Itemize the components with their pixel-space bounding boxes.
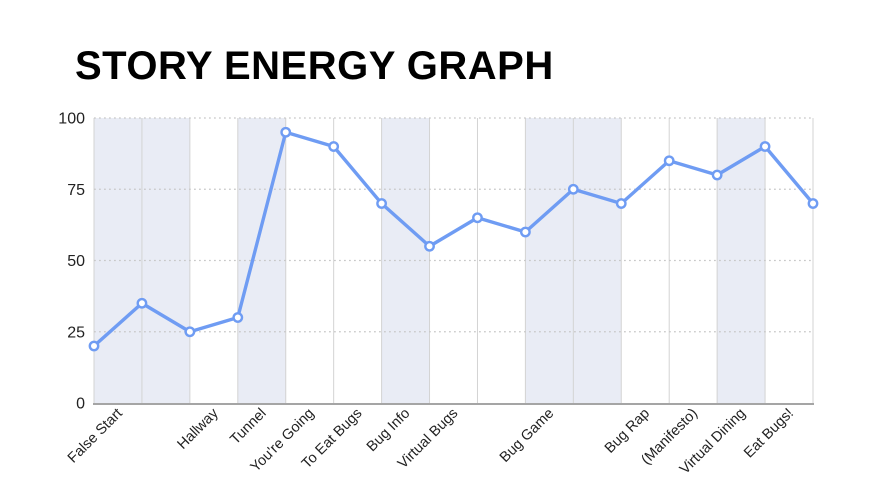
- data-point-marker: [184, 326, 196, 338]
- data-point-marker: [615, 198, 627, 209]
- data-point-marker: [376, 198, 387, 209]
- energy-line-series: [92, 130, 815, 348]
- x-axis-category-label: Bug Game: [497, 406, 557, 466]
- data-point-marker: [280, 126, 292, 138]
- data-point-marker: [136, 297, 148, 309]
- y-axis-tick-label: 50: [67, 253, 85, 270]
- data-point-marker: [520, 226, 531, 238]
- x-axis-category-label: Bug Info: [364, 406, 414, 456]
- data-point-marker: [807, 198, 819, 209]
- data-point-marker: [711, 169, 723, 181]
- x-axis-category-label: Tunnel: [227, 406, 269, 448]
- data-point-marker: [567, 183, 579, 195]
- data-point-marker: [328, 141, 340, 152]
- x-axis-category-label: Eat Bugs!: [741, 406, 797, 462]
- y-axis-tick-label: 100: [58, 111, 85, 128]
- y-axis-tick-label: 0: [76, 396, 85, 413]
- y-axis-tick-label: 75: [67, 182, 85, 199]
- column-band: [573, 118, 622, 403]
- y-axis-tick-label: 25: [67, 324, 85, 341]
- x-axis-category-label: False Start: [65, 406, 126, 467]
- chart-title: STORY ENERGY GRAPH: [75, 44, 554, 88]
- data-point-marker: [232, 312, 244, 323]
- data-point-marker: [424, 240, 435, 252]
- column-band: [94, 118, 142, 403]
- x-axis-category-label: Hallway: [174, 405, 222, 453]
- data-point-marker: [472, 212, 483, 224]
- data-point-marker: [759, 141, 771, 152]
- data-point-marker: [663, 155, 675, 167]
- data-point-marker: [88, 340, 100, 352]
